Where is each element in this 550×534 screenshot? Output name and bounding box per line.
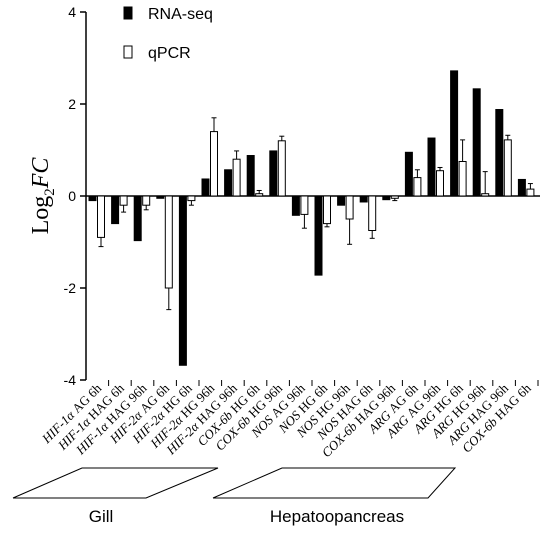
- bar-qpcr: [300, 195, 309, 215]
- bar-rnaseq: [111, 195, 120, 225]
- bar-rnaseq: [201, 178, 210, 197]
- legend-label-qpcr: qPCR: [148, 45, 191, 62]
- bar-qpcr: [345, 195, 354, 220]
- bar-qpcr: [210, 131, 218, 197]
- bar-qpcr: [368, 195, 377, 231]
- bar-rnaseq: [450, 70, 459, 197]
- bar-qpcr: [119, 195, 128, 206]
- y-tick-label: -2: [64, 280, 77, 296]
- bar-qpcr: [390, 195, 399, 199]
- y-tick-label: -4: [64, 372, 77, 388]
- bar-qpcr: [187, 195, 196, 202]
- y-tick-label: 0: [68, 188, 76, 204]
- y-tick-label: 2: [68, 96, 76, 112]
- bar-qpcr: [503, 139, 512, 197]
- legend-swatch-qpcr: [123, 45, 133, 59]
- bar-rnaseq: [382, 195, 391, 201]
- y-axis-label-log: Log: [28, 196, 54, 235]
- bar-qpcr: [526, 188, 535, 197]
- bar-qpcr: [436, 170, 444, 197]
- bar-rnaseq: [156, 195, 165, 199]
- y-axis-label: Log2FC: [28, 157, 58, 235]
- bar-rnaseq: [178, 195, 187, 366]
- bar-rnaseq: [314, 195, 323, 276]
- bar-rnaseq: [291, 195, 300, 216]
- bar-rnaseq: [224, 169, 233, 197]
- bar-rnaseq: [246, 155, 255, 197]
- group-label-gill: Gill: [89, 507, 114, 526]
- legend: RNA-seq qPCR: [123, 6, 213, 62]
- legend-label-rnaseq: RNA-seq: [148, 6, 213, 23]
- bar-qpcr: [481, 193, 490, 197]
- bar-qpcr: [323, 195, 331, 225]
- bar-rnaseq: [404, 151, 413, 197]
- bar-rnaseq: [427, 137, 436, 197]
- bar-rnaseq: [359, 195, 368, 203]
- bar-qpcr: [413, 177, 422, 197]
- bar-rnaseq: [472, 88, 481, 197]
- group-label-hepatopancreas: Hepatoopancreas: [270, 507, 404, 526]
- y-tick-label: 4: [68, 4, 76, 20]
- bar-qpcr: [142, 195, 151, 206]
- bar-qpcr: [255, 193, 264, 197]
- bar-qpcr: [97, 195, 105, 238]
- bar-rnaseq: [495, 109, 504, 197]
- group-bracket-gill: [12, 467, 219, 499]
- bar-qpcr: [277, 140, 286, 197]
- group-brackets: Gill Hepatoopancreas: [12, 467, 457, 526]
- bar-rnaseq: [517, 178, 526, 197]
- bar-rnaseq: [133, 195, 142, 242]
- bar-rnaseq: [269, 150, 278, 197]
- bar-qpcr: [458, 161, 467, 197]
- y-axis-label-subscript: 2: [42, 188, 58, 196]
- bar-qpcr: [232, 158, 241, 197]
- group-bracket-hepatopancreas: [212, 467, 457, 499]
- y-axis-label-fc: FC: [28, 157, 54, 190]
- bar-qpcr: [164, 195, 173, 289]
- bar-rnaseq: [337, 195, 346, 206]
- legend-swatch-rnaseq: [123, 6, 133, 20]
- bar-rnaseq: [88, 195, 97, 202]
